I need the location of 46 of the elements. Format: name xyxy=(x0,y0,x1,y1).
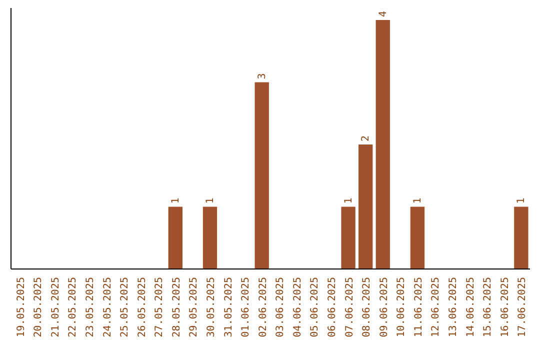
x-tick-label: 22.05.2025 xyxy=(68,277,79,338)
x-tick-label: 06.06.2025 xyxy=(327,277,338,338)
x-tick-label: 17.06.2025 xyxy=(517,277,528,338)
x-tick-label: 08.06.2025 xyxy=(362,277,373,338)
bar xyxy=(358,144,373,269)
x-tick-label: 24.05.2025 xyxy=(102,277,114,338)
x-tick-label: 31.05.2025 xyxy=(223,277,234,338)
x-tick-label: 29.05.2025 xyxy=(188,277,200,338)
x-tick-label: 05.06.2025 xyxy=(310,277,321,338)
x-tick-label: 15.06.2025 xyxy=(482,277,494,338)
data-label: 4 xyxy=(378,10,389,17)
x-tick-label: 02.06.2025 xyxy=(258,277,269,338)
x-tick-label: 07.06.2025 xyxy=(344,277,356,338)
x-tick-label: 19.05.2025 xyxy=(16,277,27,338)
data-label: 1 xyxy=(412,198,424,204)
bar xyxy=(514,206,528,269)
x-tick-label: 23.05.2025 xyxy=(84,277,96,338)
x-tick-label: 12.06.2025 xyxy=(430,277,442,338)
x-tick-label: 04.06.2025 xyxy=(292,277,304,338)
bar xyxy=(376,20,390,269)
bar xyxy=(254,82,269,269)
bar xyxy=(341,206,356,269)
data-label: 1 xyxy=(170,198,182,204)
x-tick-label: 30.05.2025 xyxy=(206,277,217,338)
x-tick-label: 10.06.2025 xyxy=(396,277,408,338)
bar xyxy=(410,206,425,269)
x-tick-label: 14.06.2025 xyxy=(465,277,476,338)
x-tick-label: 03.06.2025 xyxy=(275,277,286,338)
x-tick-label: 20.05.2025 xyxy=(33,277,44,338)
data-label: 3 xyxy=(256,73,268,80)
data-label: 1 xyxy=(343,198,354,204)
x-tick-label: 25.05.2025 xyxy=(120,277,131,338)
x-tick-label: 21.05.2025 xyxy=(50,277,62,338)
x-tick-label: 28.05.2025 xyxy=(171,277,182,338)
bar xyxy=(168,206,182,269)
bar xyxy=(202,206,218,269)
x-tick-label: 26.05.2025 xyxy=(136,277,148,338)
x-tick-label: 11.06.2025 xyxy=(413,277,424,338)
x-tick-label: 16.06.2025 xyxy=(500,277,511,338)
x-tick-label: 01.06.2025 xyxy=(240,277,252,338)
data-label: 1 xyxy=(516,198,528,204)
x-tick-label: 27.05.2025 xyxy=(154,277,166,338)
data-label: 2 xyxy=(360,135,372,142)
data-label: 1 xyxy=(204,198,216,204)
x-tick-label: 09.06.2025 xyxy=(378,277,390,338)
x-tick-label: 13.06.2025 xyxy=(448,277,460,338)
